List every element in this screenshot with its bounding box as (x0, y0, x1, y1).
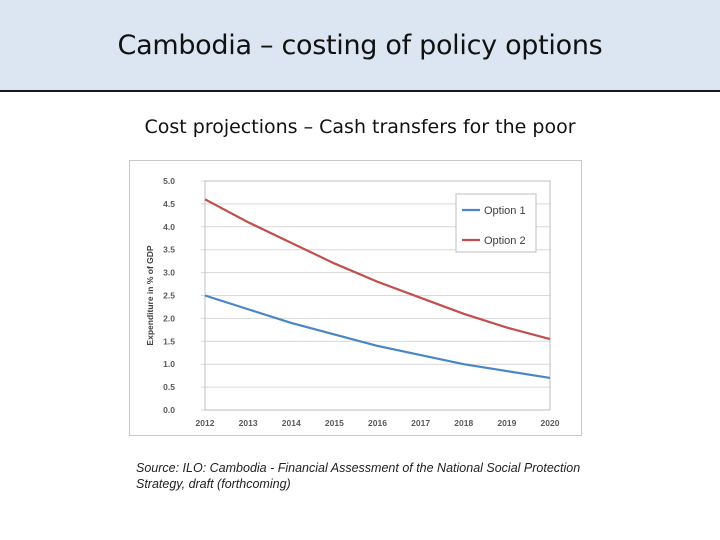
slide-title: Cambodia – costing of policy options (117, 30, 603, 61)
x-tick-label: 2020 (541, 418, 560, 428)
series-line-option-1 (204, 294, 551, 380)
y-tick-label: 1.5 (163, 336, 175, 346)
x-tick-label: 2013 (239, 418, 258, 428)
legend-box (455, 193, 537, 253)
x-tick-label: 2019 (497, 418, 516, 428)
y-tick-label: 1.0 (163, 359, 175, 369)
chart-subtitle: Cost projections – Cash transfers for th… (144, 116, 576, 138)
source-note: Source: ILO: Cambodia - Financial Assess… (136, 461, 581, 491)
y-axis-label: Expenditure in % of GDP (145, 245, 155, 345)
y-tick-label: 4.5 (163, 199, 175, 209)
x-tick-label: 2018 (454, 418, 473, 428)
legend-label: Option 1 (484, 205, 526, 217)
slide-header: Cambodia – costing of policy options (0, 0, 720, 92)
y-tick-label: 4.0 (163, 222, 175, 232)
chart-frame: 0.0 0.5 1.0 1.5 2.0 2.5 3.0 3.5 4.0 4.5 5.0 2012 201… (129, 160, 582, 436)
y-tick-label: 2.5 (163, 291, 175, 301)
legend-label: Option 2 (484, 235, 526, 247)
x-tick-label: 2014 (282, 418, 301, 428)
x-tick-label: 2015 (325, 418, 344, 428)
series-line-option-2 (204, 198, 551, 341)
y-tick-label: 0.5 (163, 382, 175, 392)
x-tick-label: 2012 (196, 418, 215, 428)
x-tick-label: 2017 (411, 418, 430, 428)
y-tick-label: 3.0 (163, 268, 175, 278)
y-tick-label: 0.0 (163, 405, 175, 415)
line-chart: 0.0 0.5 1.0 1.5 2.0 2.5 3.0 3.5 4.0 4.5 5.0 2012 201… (145, 176, 560, 428)
y-tick-label: 2.0 (163, 313, 175, 323)
y-tick-label: 5.0 (163, 176, 175, 186)
y-tick-label: 3.5 (163, 245, 175, 255)
x-tick-label: 2016 (368, 418, 387, 428)
